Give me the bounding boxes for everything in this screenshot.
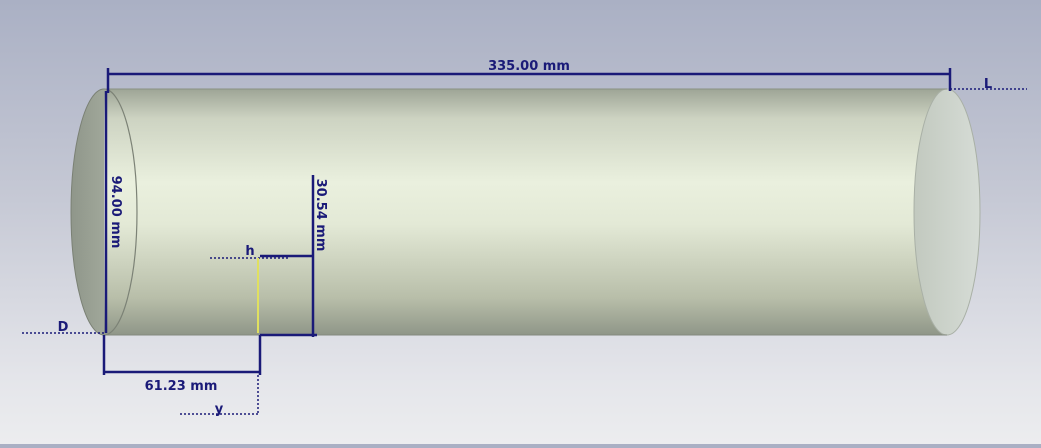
offset-value: 61.23 mm (145, 379, 218, 394)
cylinder-left-silhouette (103, 88, 138, 336)
diameter-marker: D (58, 320, 69, 335)
offset-marker: y (215, 402, 224, 417)
length-value: 335.00 mm (488, 59, 570, 74)
cylinder[interactable] (70, 88, 981, 336)
diameter-dimension[interactable] (22, 91, 108, 334)
height-marker: h (245, 244, 254, 259)
cylinder-body (104, 89, 947, 335)
length-marker: L (984, 77, 992, 92)
length-dimension[interactable] (106, 68, 1027, 93)
height-value: 30.54 mm (313, 179, 328, 252)
height-dimension[interactable] (210, 175, 317, 337)
cylinder-right-cap (913, 88, 981, 336)
offset-dimension[interactable] (102, 335, 262, 415)
diameter-value: 94.00 mm (108, 176, 123, 249)
